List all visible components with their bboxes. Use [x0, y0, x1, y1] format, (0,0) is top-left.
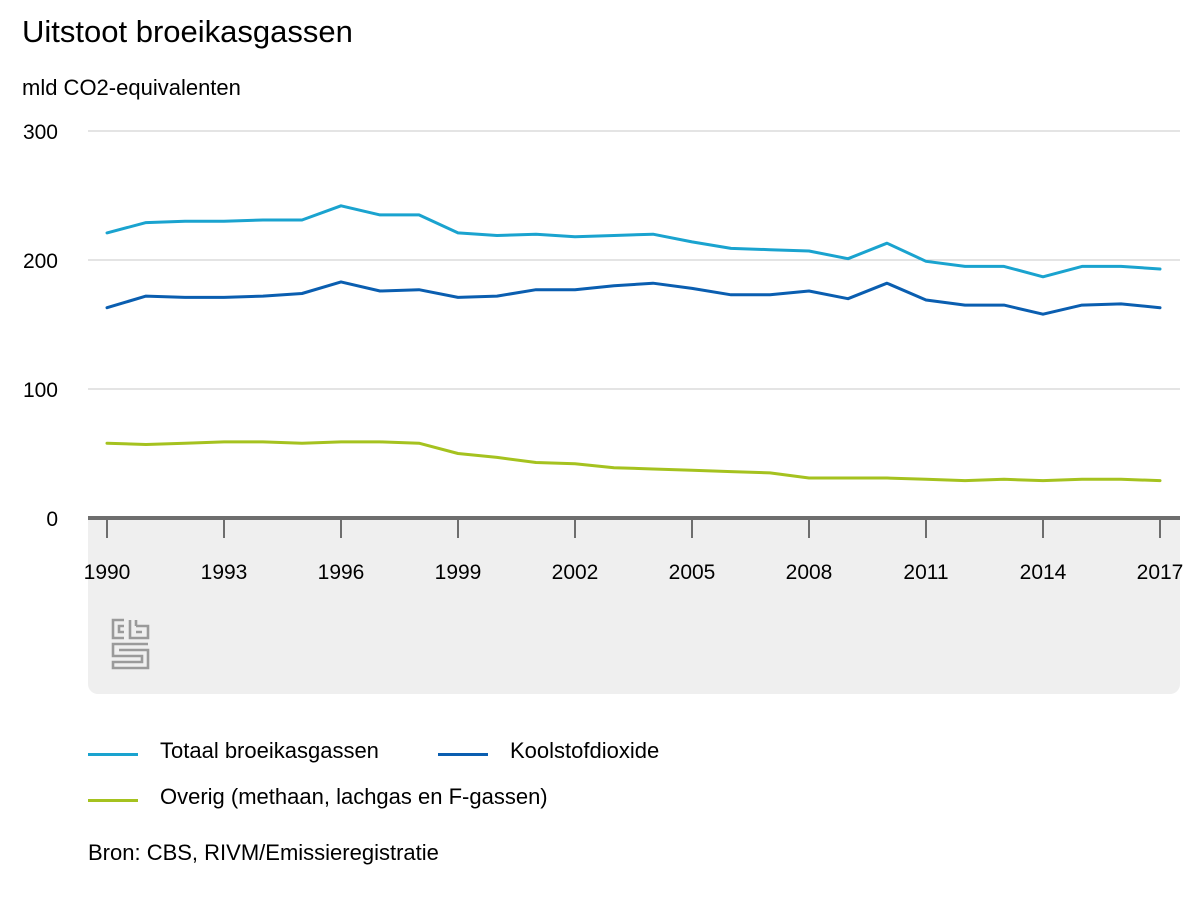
legend-swatch-totaal — [88, 753, 138, 756]
legend-swatch-overig — [88, 799, 138, 802]
gridlines — [88, 130, 1180, 390]
y-tick-label: 200 — [23, 250, 58, 273]
y-axis-unit-label: mld CO2-equivalenten — [22, 75, 241, 100]
series-lines — [105, 204, 1162, 483]
legend-label-koolstofdioxide: Koolstofdioxide — [510, 738, 660, 763]
legend-label-totaal: Totaal broeikasgassen — [160, 738, 379, 763]
x-tick-label: 2017 — [1137, 561, 1184, 584]
logo-c-shape — [111, 618, 124, 640]
y-tick-labels: 0 100 200 300 — [23, 121, 58, 531]
series-line-2 — [105, 280, 1162, 316]
series-line-1 — [105, 204, 1162, 279]
x-tick-label: 2005 — [669, 561, 716, 584]
x-tick-label: 2011 — [903, 561, 948, 584]
x-tick-label: 1996 — [318, 561, 365, 584]
x-tick-label: 1993 — [201, 561, 248, 584]
line-chart: 0 100 200 300 1990 1993 1996 1999 2002 2005 2008 2… — [23, 121, 1184, 670]
logo-s-shape — [111, 642, 150, 670]
x-tick-label: 2008 — [786, 561, 833, 584]
x-tick-label: 2002 — [552, 561, 599, 584]
legend-label-overig: Overig (methaan, lachgas en F-gassen) — [160, 784, 548, 809]
x-tick-labels: 1990 1993 1996 1999 2002 2005 2008 2011 2014 2017 — [84, 561, 1184, 584]
x-tick-label: 1999 — [435, 561, 482, 584]
x-tick-label: 1990 — [84, 561, 131, 584]
cbs-logo — [111, 618, 150, 670]
legend-swatch-koolstofdioxide — [438, 753, 488, 756]
source-note: Bron: CBS, RIVM/Emissieregistratie — [88, 840, 439, 865]
y-tick-label: 100 — [23, 379, 58, 402]
x-axis — [88, 516, 1180, 538]
logo-b-shape — [128, 620, 150, 640]
x-tick-label: 2014 — [1020, 561, 1067, 584]
x-axis-panel — [88, 520, 1180, 694]
y-tick-label: 300 — [23, 121, 58, 144]
y-tick-label: 0 — [46, 508, 58, 531]
chart-title: Uitstoot broeikasgassen — [22, 14, 353, 49]
series-line-3 — [105, 440, 1162, 483]
